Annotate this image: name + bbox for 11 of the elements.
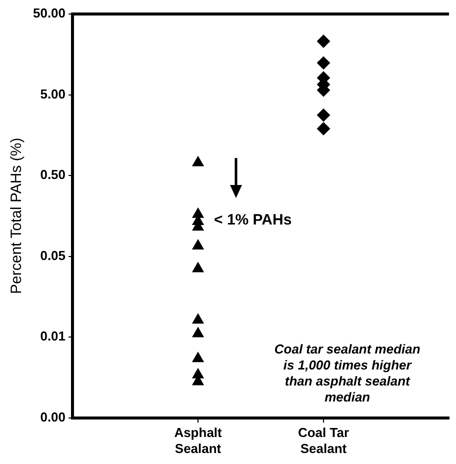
x-tick-label: Coal Tar Sealant [298,425,350,456]
y-axis-title: Percent Total PAHs (%) [8,138,26,294]
y-tick-label: 5.00 [40,86,66,102]
x-tick-label: Asphalt Sealant [174,425,223,456]
y-tick-label: 0.05 [40,248,66,263]
y-tick-label: 0.00 [40,409,66,424]
annotation: Coal tar sealant median is 1,000 times higher than asphalt sealant median [274,341,420,404]
y-tick-label: 0.01 [40,328,66,344]
y-tick-label: 50.00 [32,6,66,21]
annotation: < 1% PAHs [214,211,292,228]
y-tick-label: 0.50 [40,167,66,182]
